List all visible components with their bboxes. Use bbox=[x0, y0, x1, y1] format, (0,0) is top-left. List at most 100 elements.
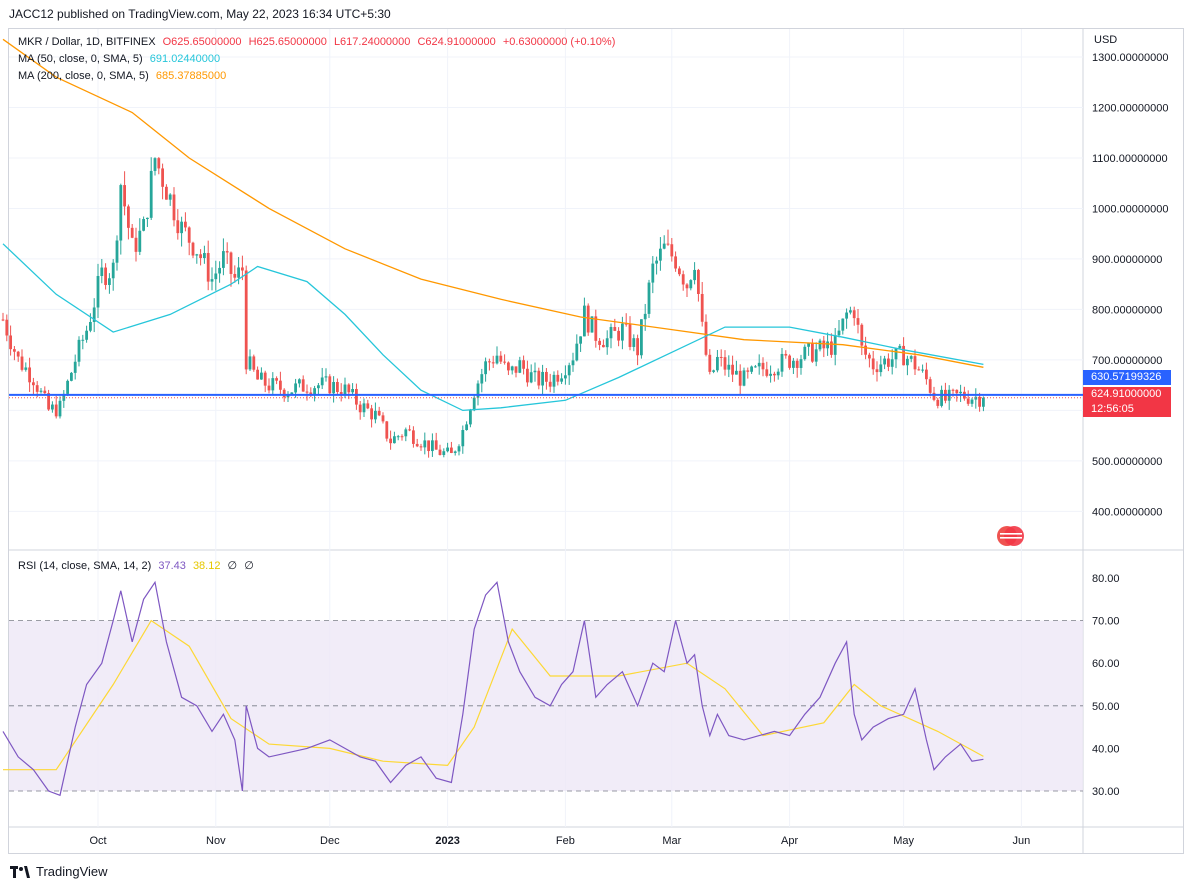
candle-body bbox=[85, 330, 88, 340]
candle-body bbox=[674, 256, 677, 269]
price-tick-label: 400.00000000 bbox=[1092, 506, 1162, 518]
candle-body bbox=[670, 244, 674, 257]
candle-body bbox=[214, 273, 218, 280]
change-value: +0.63000000 (+0.10%) bbox=[502, 36, 616, 48]
candle-body bbox=[96, 275, 100, 308]
candle-body bbox=[381, 415, 385, 422]
candle-body bbox=[879, 364, 883, 373]
symbol-label[interactable]: MKR / Dollar, 1D, BITFINEX bbox=[18, 36, 156, 48]
candle-body bbox=[408, 429, 411, 431]
candle-body bbox=[826, 341, 829, 349]
candle-body bbox=[925, 369, 928, 380]
candle-body bbox=[928, 379, 932, 393]
candle-body bbox=[852, 310, 856, 319]
currency-label[interactable]: USD bbox=[1094, 34, 1118, 46]
candle-body bbox=[438, 449, 442, 455]
candle-body bbox=[594, 316, 598, 341]
candle-body bbox=[890, 359, 894, 367]
candle-body bbox=[149, 170, 153, 218]
candle-body bbox=[290, 392, 294, 396]
candle-body bbox=[446, 447, 449, 452]
candle-body bbox=[89, 321, 92, 331]
candle-body bbox=[267, 385, 271, 391]
candle-body bbox=[450, 447, 453, 453]
candle-body bbox=[738, 370, 742, 386]
candle-body bbox=[795, 360, 799, 368]
rsi-tick-label: 40.00 bbox=[1092, 743, 1120, 755]
candle-body bbox=[199, 254, 202, 259]
line-price-tag: 630.57199326 bbox=[1083, 370, 1171, 385]
candle-body bbox=[320, 377, 324, 386]
ma200-value: 685.37885000 bbox=[155, 70, 227, 82]
ma200-line bbox=[2, 38, 984, 368]
flag-icon[interactable] bbox=[996, 525, 1024, 547]
candle-body bbox=[495, 355, 499, 364]
publisher-line: JACC12 published on TradingView.com, May… bbox=[9, 7, 391, 21]
rsi-legend[interactable]: RSI (14, close, SMA, 14, 2) 37.43 38.12 … bbox=[18, 559, 258, 572]
candle-body bbox=[111, 262, 115, 279]
candle-body bbox=[366, 403, 370, 409]
rsi-label: RSI (14, close, SMA, 14, 2) bbox=[18, 560, 152, 572]
ma50-legend[interactable]: MA (50, close, 0, SMA, 5) 691.02440000 bbox=[18, 53, 224, 65]
candle-body bbox=[191, 242, 195, 256]
candle-body bbox=[43, 390, 47, 394]
candle-body bbox=[73, 361, 77, 373]
candle-body bbox=[871, 358, 875, 370]
rsi-tick-label: 70.00 bbox=[1092, 616, 1120, 628]
candle-body bbox=[9, 335, 12, 350]
candle-body bbox=[750, 366, 753, 372]
candle-body bbox=[165, 186, 168, 200]
open-value: O625.65000000 bbox=[162, 36, 242, 48]
candle-body bbox=[13, 349, 16, 352]
candle-body bbox=[883, 358, 886, 365]
candle-body bbox=[966, 398, 970, 404]
candle-body bbox=[404, 429, 408, 437]
candle-body bbox=[864, 345, 867, 355]
candle-body bbox=[256, 369, 259, 380]
time-tick-label: Dec bbox=[320, 835, 340, 847]
candle-body bbox=[503, 361, 506, 363]
candle-body bbox=[241, 267, 244, 271]
candle-body bbox=[362, 403, 366, 413]
candle-body bbox=[837, 330, 841, 336]
price-tick-label: 1000.00000000 bbox=[1092, 203, 1168, 215]
rsi-extra-2: ∅ bbox=[244, 560, 254, 572]
candle-body bbox=[560, 378, 563, 382]
candle-body bbox=[640, 319, 643, 356]
candle-body bbox=[100, 267, 104, 276]
candle-body bbox=[564, 375, 567, 379]
candle-body bbox=[393, 436, 396, 444]
candle-body bbox=[351, 389, 354, 393]
candle-body bbox=[936, 399, 940, 406]
candle-body bbox=[389, 438, 392, 444]
candle-body bbox=[780, 353, 784, 372]
candle-body bbox=[332, 381, 335, 394]
candle-body bbox=[529, 372, 533, 383]
candle-body bbox=[298, 379, 301, 384]
candle-body bbox=[195, 254, 199, 256]
candle-body bbox=[488, 361, 491, 363]
candle-body bbox=[294, 383, 297, 393]
candle-body bbox=[229, 252, 233, 274]
candle-body bbox=[681, 274, 685, 285]
brand-name[interactable]: TradingView bbox=[36, 864, 108, 879]
price-tick-label: 500.00000000 bbox=[1092, 456, 1162, 468]
candle-body bbox=[617, 330, 620, 341]
candle-body bbox=[913, 356, 917, 370]
candle-body bbox=[176, 220, 180, 234]
tradingview-logo-icon bbox=[10, 865, 30, 878]
candle-body bbox=[719, 356, 723, 358]
ma200-legend[interactable]: MA (200, close, 0, SMA, 5) 685.37885000 bbox=[18, 70, 230, 82]
candle-body bbox=[955, 389, 959, 394]
candle-body bbox=[453, 451, 457, 453]
candle-body bbox=[225, 251, 229, 253]
price-tick-label: 700.00000000 bbox=[1092, 355, 1162, 367]
candle-body bbox=[472, 397, 476, 411]
candle-body bbox=[970, 399, 974, 404]
candle-body bbox=[678, 268, 681, 275]
candle-body bbox=[127, 206, 130, 228]
candle-body bbox=[769, 373, 772, 376]
candle-body bbox=[757, 362, 761, 367]
candle-body bbox=[442, 451, 446, 455]
